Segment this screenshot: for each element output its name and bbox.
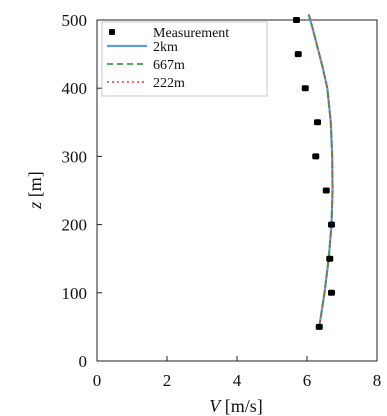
y-tick-label: 200 — [62, 216, 88, 235]
x-tick-label: 0 — [93, 371, 102, 390]
measurement-point — [322, 187, 330, 194]
x-axis-label-symbol: V — [209, 396, 222, 416]
measurement-point — [315, 323, 323, 330]
legend-label-667m: 667m — [153, 58, 185, 73]
series-line-2km — [307, 14, 334, 328]
measurement-point — [301, 85, 309, 92]
y-tick-label: 300 — [62, 147, 88, 166]
measurement-point — [294, 51, 302, 58]
legend-label-222m: 222m — [153, 76, 185, 91]
series-line-222m — [308, 14, 334, 328]
y-tick-label: 0 — [79, 352, 88, 371]
x-tick-label: 2 — [163, 371, 172, 390]
x-tick-label: 8 — [373, 371, 382, 390]
measurement-point — [312, 153, 320, 160]
x-axis-label: V [m/s] — [209, 396, 263, 416]
measurement-points — [293, 17, 335, 330]
measurement-point — [293, 17, 300, 23]
measurement-point — [328, 221, 335, 228]
x-tick-label: 4 — [233, 371, 242, 390]
legend-marker-measurement — [109, 29, 115, 35]
y-axis-label: z [m] — [25, 171, 45, 210]
axis-ticks: 0 2 4 6 8 0 100 200 300 400 500 — [62, 11, 382, 390]
measurement-point — [326, 255, 334, 262]
y-tick-label: 400 — [62, 79, 88, 98]
legend-label-2km: 2km — [153, 40, 178, 55]
measurement-point — [314, 119, 321, 126]
x-tick-label: 6 — [303, 371, 312, 390]
legend-box — [101, 21, 268, 97]
y-axis-label-symbol: z — [25, 202, 45, 210]
measurement-point — [328, 289, 335, 296]
x-axis-label-unit: [m/s] — [220, 396, 263, 416]
y-tick-label: 100 — [62, 284, 88, 303]
y-axis-label-unit: [m] — [25, 171, 45, 202]
series-curves — [307, 14, 334, 328]
legend-label-measurement: Measurement — [153, 26, 229, 41]
y-tick-label: 500 — [62, 11, 88, 30]
